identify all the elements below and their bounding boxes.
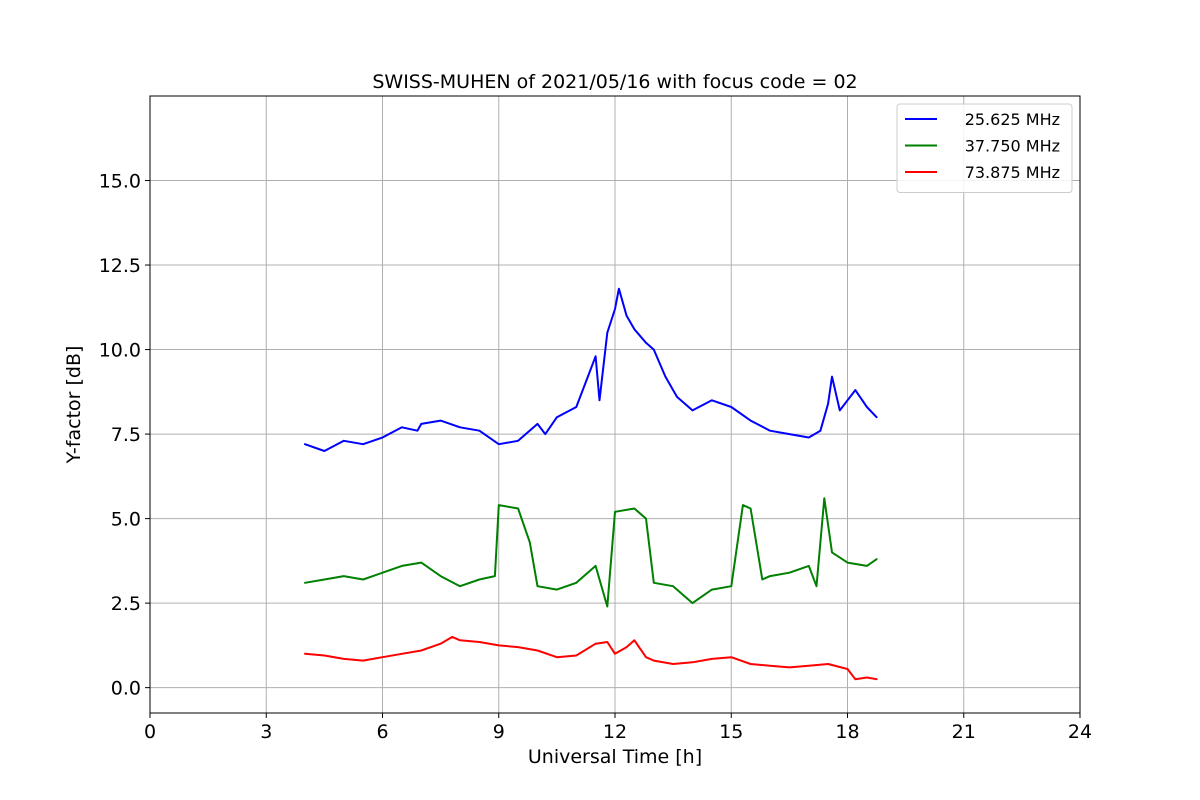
x-tick-label: 9 bbox=[493, 721, 505, 743]
series-line-37-750-mhz bbox=[304, 497, 878, 608]
x-tick-label: 18 bbox=[835, 721, 859, 743]
y-axis-label: Y-factor [dB] bbox=[63, 346, 85, 465]
y-tick-label: 0.0 bbox=[111, 678, 141, 700]
x-tick-label: 0 bbox=[144, 721, 156, 743]
x-tick-label: 21 bbox=[952, 721, 976, 743]
ticks: 0 3 6 9 12 15 18 21 24 0.0 2.5 5.0 7.5 10.0 12.5 15.0 bbox=[99, 171, 1092, 743]
legend: 25.625 MHz 37.750 MHz 73.875 MHz bbox=[896, 103, 1073, 193]
legend-label: 73.875 MHz bbox=[965, 163, 1060, 182]
x-tick-label: 3 bbox=[260, 721, 272, 743]
y-tick-label: 10.0 bbox=[99, 340, 141, 362]
series-layer bbox=[304, 287, 878, 681]
y-tick-label: 5.0 bbox=[111, 509, 141, 531]
legend-label: 25.625 MHz bbox=[965, 110, 1060, 129]
legend-box bbox=[896, 103, 1073, 193]
series-line-73-875-mhz bbox=[304, 635, 878, 681]
series-line-25-625-mhz bbox=[304, 287, 878, 452]
y-tick-label: 7.5 bbox=[111, 424, 141, 446]
y-tick-label: 12.5 bbox=[99, 255, 141, 277]
x-axis-label: Universal Time [h] bbox=[528, 746, 702, 768]
y-tick-label: 15.0 bbox=[99, 171, 141, 193]
x-tick-label: 12 bbox=[603, 721, 627, 743]
chart-title: SWISS-MUHEN of 2021/05/16 with focus cod… bbox=[372, 71, 857, 93]
x-tick-label: 15 bbox=[719, 721, 743, 743]
legend-label: 37.750 MHz bbox=[965, 137, 1060, 156]
x-tick-label: 24 bbox=[1068, 721, 1092, 743]
y-tick-label: 2.5 bbox=[111, 593, 141, 615]
x-tick-label: 6 bbox=[376, 721, 388, 743]
